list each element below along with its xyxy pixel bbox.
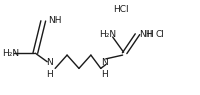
Text: N: N: [46, 58, 53, 67]
Text: N: N: [101, 58, 108, 67]
Text: H: H: [146, 30, 153, 39]
Text: H: H: [101, 70, 108, 79]
Text: Cl: Cl: [155, 30, 164, 39]
Text: H: H: [46, 70, 53, 79]
Text: H₂N: H₂N: [99, 30, 116, 39]
Text: NH: NH: [48, 16, 62, 25]
Text: H₂N: H₂N: [2, 49, 19, 58]
Text: HCl: HCl: [113, 5, 128, 14]
Text: NH: NH: [139, 30, 153, 39]
